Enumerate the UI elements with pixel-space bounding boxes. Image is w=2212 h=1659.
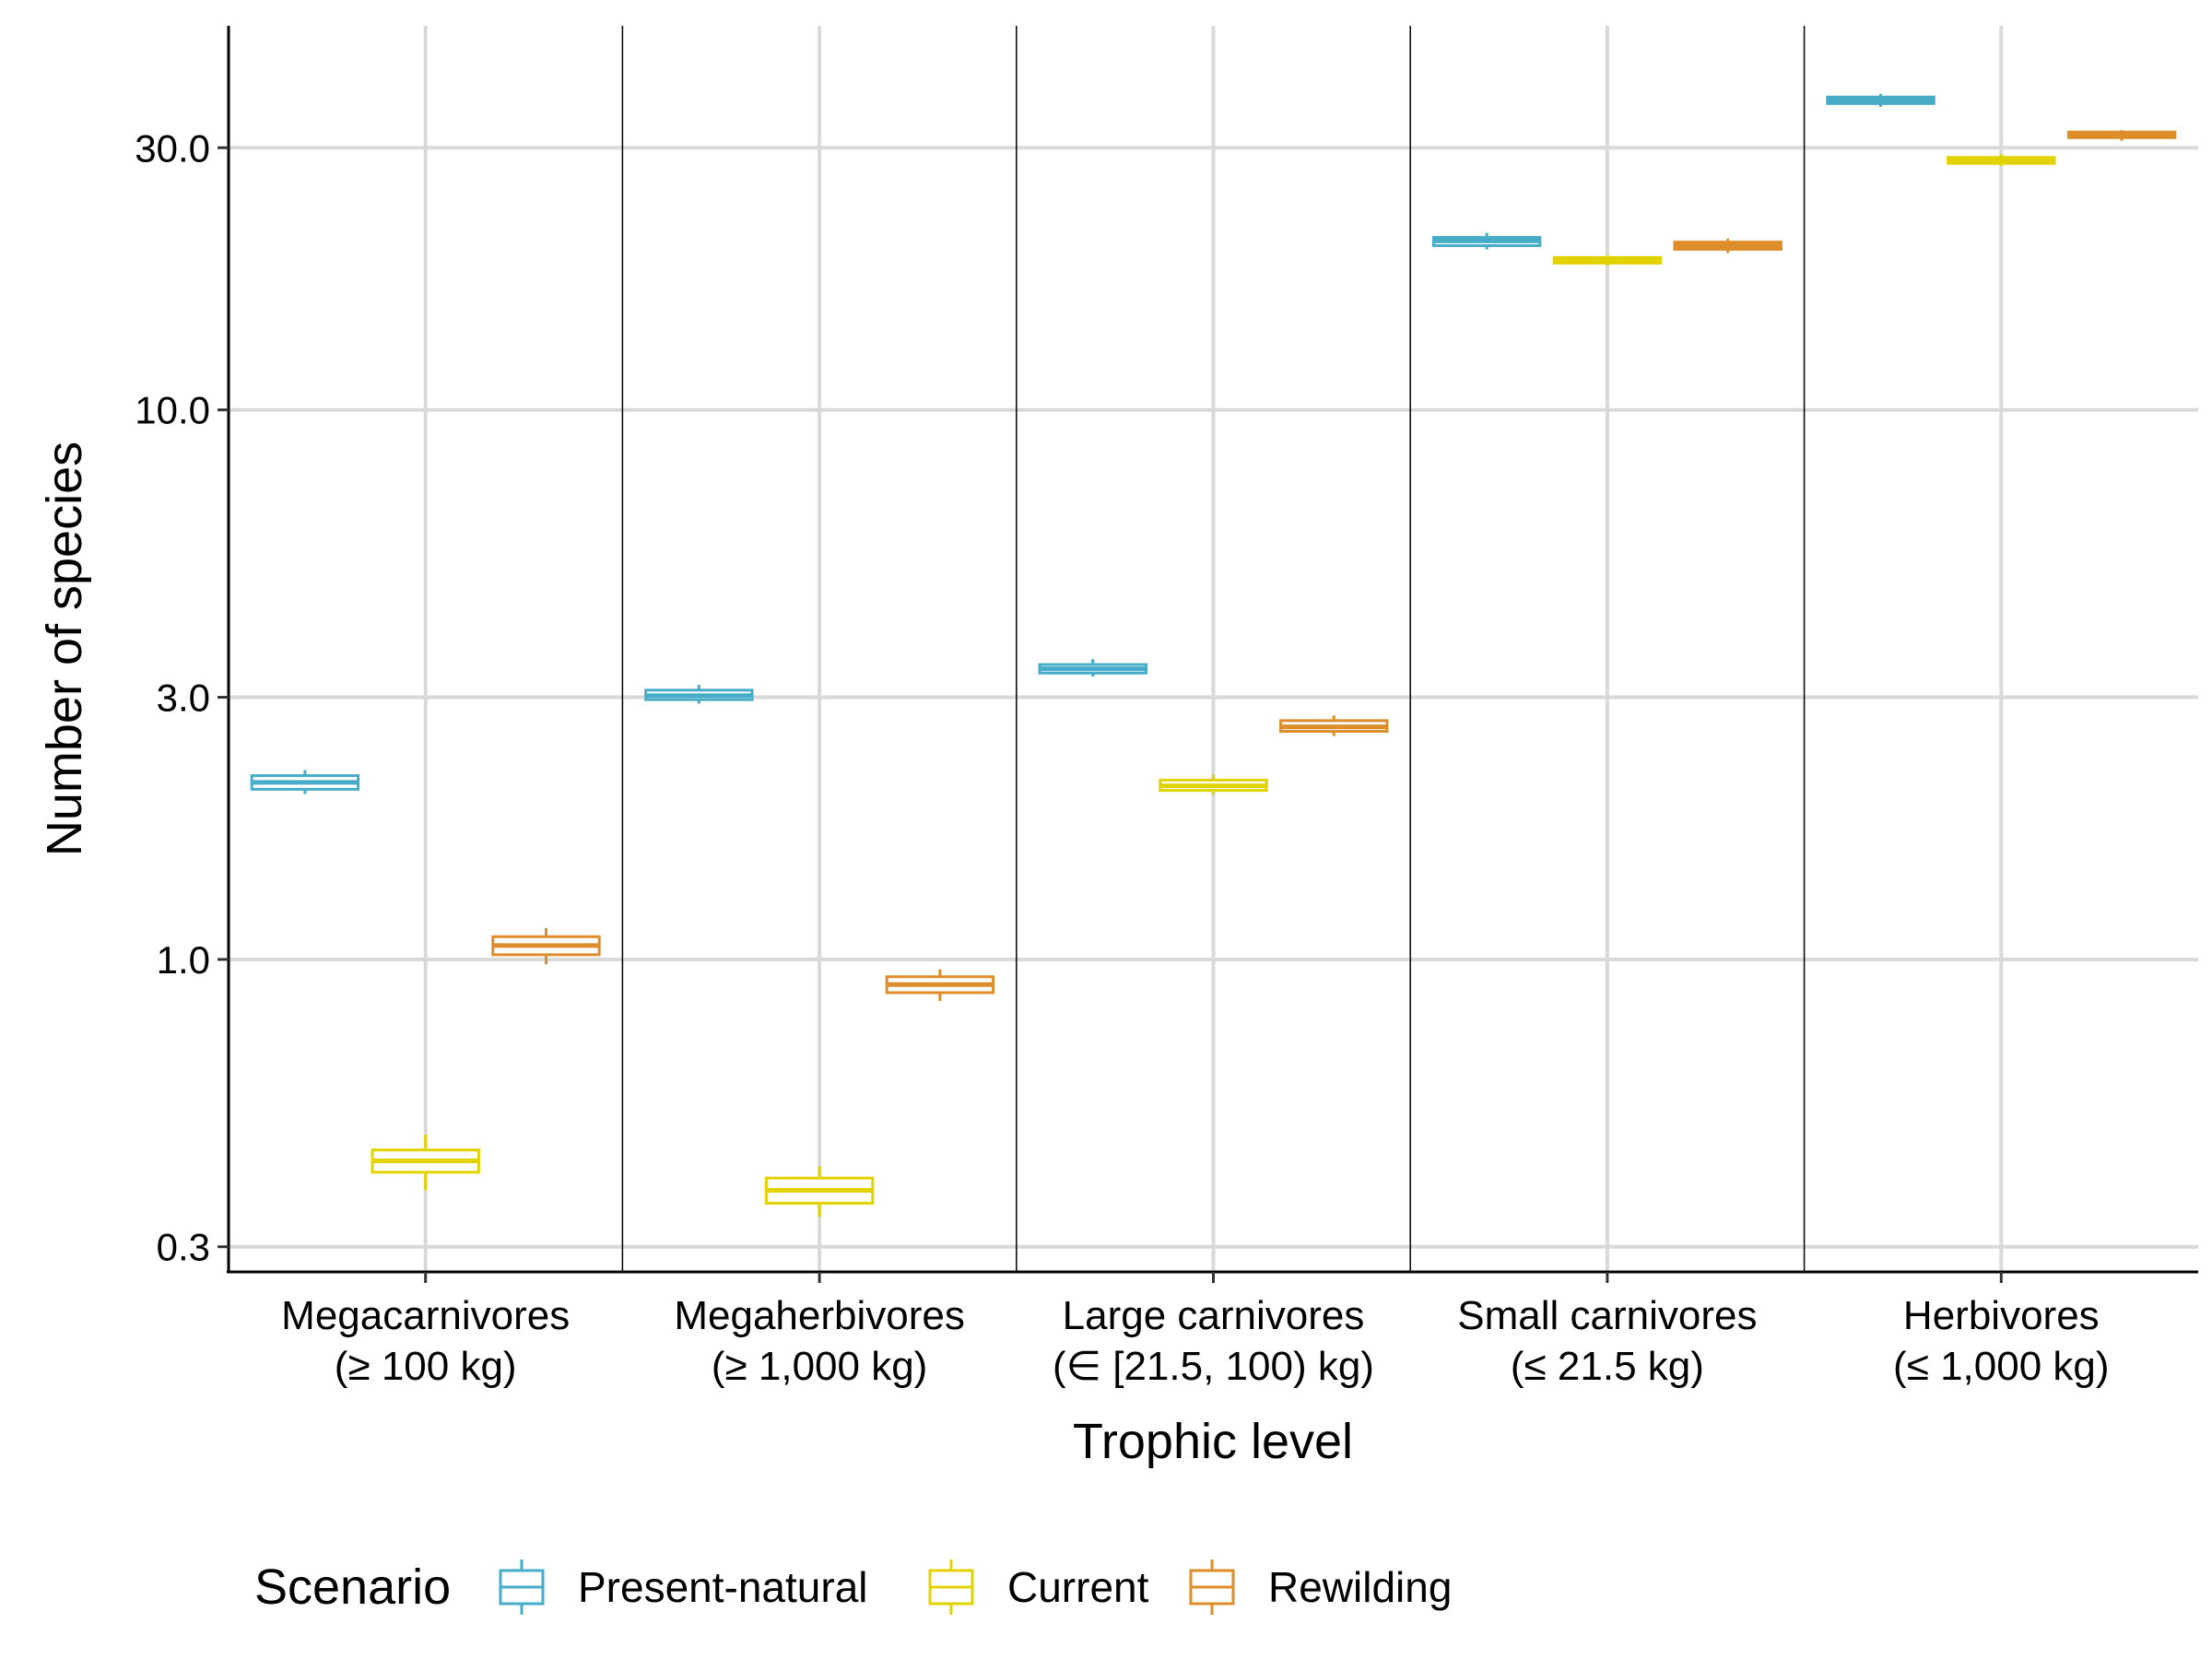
legend-item: Rewilding — [1191, 1559, 1452, 1615]
gridlines — [229, 26, 2198, 1272]
y-tick-label: 0.3 — [157, 1226, 210, 1269]
series-rewilding — [493, 130, 2175, 1001]
legend-item: Present-natural — [500, 1559, 868, 1615]
y-tick-label: 30.0 — [135, 126, 210, 170]
legend-label: Rewilding — [1268, 1563, 1452, 1611]
legend-label: Present-natural — [578, 1563, 868, 1611]
legend: Scenario Present-natural Current Rewilding — [254, 1559, 1452, 1615]
x-tick-label: Small carnivores — [1457, 1293, 1757, 1338]
x-tick-label-sub: (≥ 1,000 kg) — [712, 1344, 927, 1389]
x-tick-label-sub: (≤ 21.5 kg) — [1511, 1344, 1704, 1389]
x-ticks: Megacarnivores (≥ 100 kg) Megaherbivores (≥… — [281, 1272, 2109, 1389]
x-tick-label-sub: (≥ 100 kg) — [335, 1344, 517, 1389]
x-tick-label: Herbivores — [1903, 1293, 2100, 1338]
y-axis-title: Number of species — [37, 441, 92, 856]
y-tick-label: 1.0 — [157, 938, 210, 982]
y-tick-label: 3.0 — [157, 676, 210, 719]
x-axis-title: Trophic level — [1073, 1414, 1353, 1469]
series-present-natural — [252, 94, 1934, 794]
y-ticks: 0.3 1.0 3.0 10.0 30.0 — [135, 126, 229, 1268]
y-tick-label: 10.0 — [135, 389, 210, 432]
x-tick-label: Large carnivores — [1063, 1293, 1365, 1338]
legend-title: Scenario — [254, 1559, 451, 1615]
legend-items: Present-natural Current Rewilding — [500, 1559, 1452, 1615]
legend-item: Current — [930, 1559, 1149, 1615]
x-tick-label: Megacarnivores — [281, 1293, 570, 1338]
x-tick-label-sub: (≤ 1,000 kg) — [1893, 1344, 2109, 1389]
x-tick-label-sub: (∈ [21.5, 100) kg) — [1053, 1344, 1374, 1389]
x-tick-label: Megaherbivores — [674, 1293, 965, 1338]
legend-label: Current — [1007, 1563, 1149, 1611]
